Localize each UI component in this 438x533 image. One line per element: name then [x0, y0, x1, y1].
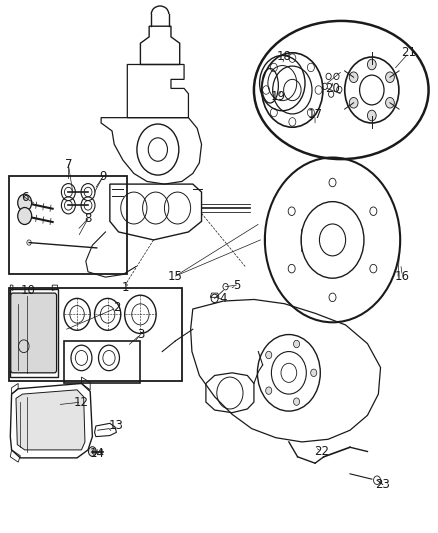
Circle shape — [266, 351, 272, 359]
Circle shape — [349, 72, 358, 83]
Text: 4: 4 — [219, 292, 227, 305]
Circle shape — [293, 340, 300, 348]
Text: 15: 15 — [168, 270, 183, 282]
Circle shape — [385, 98, 394, 108]
FancyBboxPatch shape — [11, 293, 57, 373]
Text: 5: 5 — [233, 279, 240, 292]
Text: 19: 19 — [270, 90, 286, 103]
Circle shape — [367, 110, 376, 121]
Bar — [11, 289, 58, 376]
Circle shape — [385, 72, 394, 83]
Text: 3: 3 — [137, 328, 144, 341]
Text: 18: 18 — [277, 50, 292, 63]
Circle shape — [18, 207, 32, 224]
Circle shape — [349, 98, 358, 108]
Polygon shape — [16, 390, 85, 450]
Text: 17: 17 — [307, 109, 322, 122]
Bar — [10, 288, 182, 381]
Text: 16: 16 — [395, 270, 410, 282]
Circle shape — [88, 447, 96, 456]
Text: 22: 22 — [314, 445, 329, 458]
Text: 10: 10 — [21, 284, 35, 297]
Text: 8: 8 — [85, 212, 92, 225]
Text: 14: 14 — [89, 447, 104, 460]
Circle shape — [367, 59, 376, 70]
Text: 7: 7 — [65, 158, 72, 171]
Text: 1: 1 — [121, 281, 129, 294]
Circle shape — [18, 194, 32, 211]
Circle shape — [266, 387, 272, 394]
Circle shape — [311, 369, 317, 376]
Text: 23: 23 — [375, 478, 390, 491]
Text: 12: 12 — [74, 395, 89, 409]
Circle shape — [293, 398, 300, 406]
Text: 6: 6 — [21, 191, 28, 204]
Text: 9: 9 — [99, 169, 107, 183]
Bar — [64, 341, 141, 383]
Text: 20: 20 — [325, 82, 340, 95]
Bar — [10, 176, 127, 274]
Text: 13: 13 — [109, 419, 124, 432]
Text: 2: 2 — [113, 302, 120, 314]
Text: 21: 21 — [401, 46, 417, 59]
